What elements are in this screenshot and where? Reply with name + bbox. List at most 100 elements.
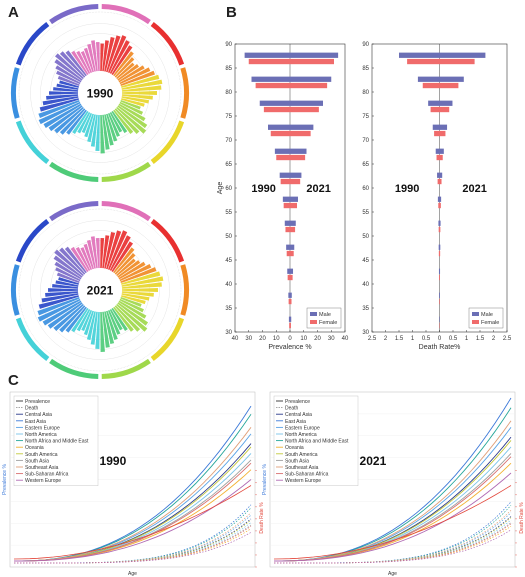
legend-box [13,395,99,487]
radial-bar [100,238,105,269]
radial-bar [102,114,110,150]
bar-female-left [286,250,290,257]
legend-swatch-male [310,312,317,316]
radial-bar [55,267,81,282]
radial-bar [119,67,151,85]
radial-bar [116,303,148,332]
radial-bar [113,109,134,134]
bar-male-left [437,172,440,178]
y2-axis-label: Death Rate % [519,502,525,534]
legend-label: Oceania [25,445,44,451]
bar-male-left [251,76,290,82]
bar-female-left [270,130,290,137]
bar-female-right [290,82,328,89]
region-ring-segment [150,317,185,361]
legend-box [273,395,359,487]
y-tick-label: 70 [362,138,369,144]
legend-label-male: Male [481,312,493,318]
radial-bar [107,230,128,271]
center-hole [78,268,122,312]
radial-bar [59,247,86,275]
death-rate-reference-line [273,485,512,560]
bar-male-left [438,268,440,274]
legend-label: North America [25,432,57,438]
radial-bar [121,276,164,287]
radial-bar [70,246,89,273]
bar-female-right [290,226,296,233]
region-ring-segment [180,264,189,316]
radial-bar [116,62,135,80]
bar-male-left [284,220,290,226]
bar-female-right [439,226,441,233]
radial-bar [117,64,139,81]
x-tick-label: 0 [288,336,292,342]
radial-bar [45,291,79,297]
radial-bar [118,65,145,83]
radial-bar [81,112,93,134]
x-tick-label: 1 [411,336,415,342]
radial-bar [59,108,86,135]
bar-female-right [290,274,293,281]
x-tick-label: 10 [273,336,280,342]
radial-bar [114,253,136,275]
bar-male-right [290,316,292,322]
radial-bar [86,239,96,269]
region-ring-segment [150,120,185,164]
radial-bar [104,311,115,345]
bar-male-left [282,196,290,202]
x-tick-label: 1.5 [476,336,485,342]
bar-male-right [439,196,442,202]
x-tick-label: 2 [492,336,496,342]
radial-bar [106,35,121,73]
radial-bar [104,37,115,72]
radial-bar [104,232,116,269]
region-ring-segment [150,22,185,66]
radial-bar [120,271,161,285]
radial-bar [107,112,120,137]
radial-bar [59,305,86,333]
x-tick-label: 0 [438,336,442,342]
legend-label: Prevalence [25,399,50,405]
radial-bar [121,291,154,297]
radial-bar [46,94,79,100]
radial-bar [54,59,83,81]
bar-female-left [430,106,440,113]
country-label-ring [18,208,182,372]
radial-bar [71,50,89,76]
radial-bar [53,87,79,92]
radial-bar [111,45,133,76]
bar-female-right [290,106,319,113]
bar-female-left [285,226,290,233]
radial-bar [38,101,81,125]
radial-bar [121,293,150,301]
legend-label: South America [285,452,318,458]
bar-male-right [439,76,464,82]
legend-label: Central Asia [285,412,312,418]
radial-bar [56,83,79,90]
bar-female-left [255,82,290,89]
bar-female-left [438,250,440,257]
bar-male-right [290,52,339,58]
radial-bar [121,79,163,90]
bar-male-right [290,172,302,178]
y2-axis-label: Death Rate % [259,502,265,534]
legend-label: Death [285,406,299,412]
bar-male-right [290,292,292,298]
radial-bar [106,230,122,270]
legend-label: Southeast Asia [285,465,319,471]
region-ring-segment [101,4,151,25]
region-ring-segment [150,219,185,263]
radial-bar [75,246,91,272]
bar-male-left [437,196,440,202]
region-ring-segment [15,120,50,164]
y-tick-label: 45 [362,258,369,264]
radial-bar [116,258,136,277]
radial-bar [54,261,82,280]
region-ring-segment [49,161,99,182]
radial-bar [100,311,105,352]
bar-female-left [422,82,440,89]
bar-male-left [438,244,440,250]
bar-male-right [439,100,453,106]
bar-female-left [434,130,440,137]
